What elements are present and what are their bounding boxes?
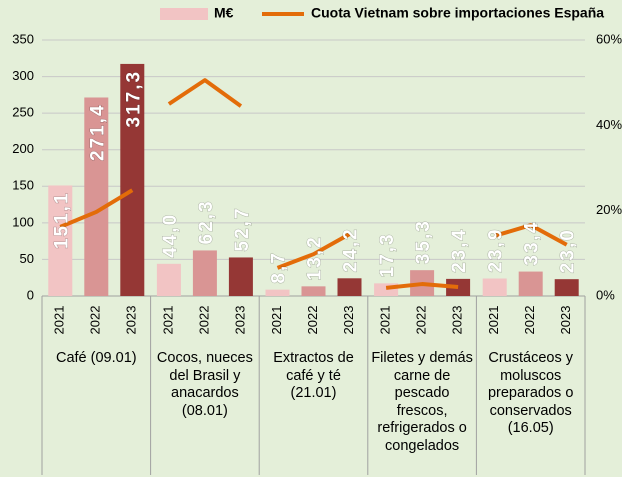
legend-label: M€ — [214, 5, 234, 21]
bar — [192, 250, 217, 296]
x-tick-label: 2021 — [378, 306, 393, 335]
x-tick-label: 2022 — [414, 306, 429, 335]
data-label: 33,4 — [522, 221, 543, 266]
line-segment — [59, 188, 134, 229]
x-tick-label: 2023 — [450, 306, 465, 335]
bar — [518, 271, 543, 296]
y-tick-label: 0 — [27, 287, 34, 302]
x-tick-label: 2023 — [232, 306, 247, 335]
data-label: 23,9 — [486, 228, 507, 273]
bar — [228, 257, 253, 296]
bar — [265, 289, 290, 296]
group-label: Cocos, nueces del Brasil y anacardos (08… — [156, 350, 253, 419]
x-tick-label: 2023 — [341, 306, 356, 335]
legend-swatch — [160, 8, 208, 20]
data-label: 52,7 — [232, 206, 253, 251]
bar — [120, 63, 145, 297]
y-tick-label: 50 — [20, 251, 34, 266]
data-label: 23,4 — [449, 228, 470, 273]
data-label: 17,3 — [377, 232, 398, 277]
bar — [337, 278, 362, 296]
y-tick-label: 350 — [12, 31, 34, 46]
x-tick-label: 2022 — [305, 306, 320, 335]
y2-tick-label: 40% — [596, 117, 622, 132]
line-segment — [276, 232, 351, 270]
data-label: 44,0 — [160, 213, 181, 258]
bar — [482, 278, 507, 296]
line-segment — [385, 282, 459, 290]
x-tick-label: 2023 — [558, 306, 573, 335]
group-label: Crustáceos y moluscos preparados o conse… — [487, 350, 574, 436]
x-tick-label: 2021 — [52, 306, 67, 335]
x-tick-label: 2022 — [88, 306, 103, 335]
group-label: Filetes y demás carne de pescado frescos… — [371, 350, 473, 454]
line-segment — [167, 78, 243, 108]
bar — [446, 278, 471, 296]
data-label: 24,2 — [341, 227, 362, 272]
bar — [554, 279, 579, 296]
data-label: 13,2 — [305, 235, 326, 280]
data-label: 151,1 — [51, 191, 72, 249]
y-tick-label: 250 — [12, 105, 34, 120]
x-tick-label: 2021 — [486, 306, 501, 335]
line-segment — [494, 223, 568, 247]
y2-tick-label: 20% — [596, 202, 622, 217]
x-tick-label: 2021 — [160, 306, 175, 335]
data-label: 62,3 — [196, 199, 217, 244]
x-tick-label: 2022 — [522, 306, 537, 335]
x-tick-label: 2021 — [269, 306, 284, 335]
data-label: 317,3 — [123, 70, 144, 128]
y-tick-label: 200 — [12, 141, 34, 156]
legend-label: Cuota Vietnam sobre importaciones España — [311, 5, 604, 21]
data-label: 271,4 — [87, 103, 108, 161]
bar — [301, 286, 326, 296]
data-label: 8,7 — [269, 251, 290, 283]
group-label: Café (09.01) — [55, 350, 137, 366]
bar — [84, 97, 109, 296]
y-tick-label: 300 — [12, 68, 34, 83]
y2-tick-label: 0% — [596, 287, 615, 302]
data-label: 23,0 — [558, 228, 579, 273]
y2-tick-label: 60% — [596, 31, 622, 46]
bar — [156, 263, 181, 296]
bar — [48, 185, 73, 296]
y-tick-label: 150 — [12, 178, 34, 193]
x-tick-label: 2022 — [196, 306, 211, 335]
y-tick-label: 100 — [12, 214, 34, 229]
x-tick-label: 2023 — [124, 306, 139, 335]
group-label: Extractos de café y té (21.01) — [273, 350, 354, 401]
data-label: 35,3 — [413, 219, 434, 264]
